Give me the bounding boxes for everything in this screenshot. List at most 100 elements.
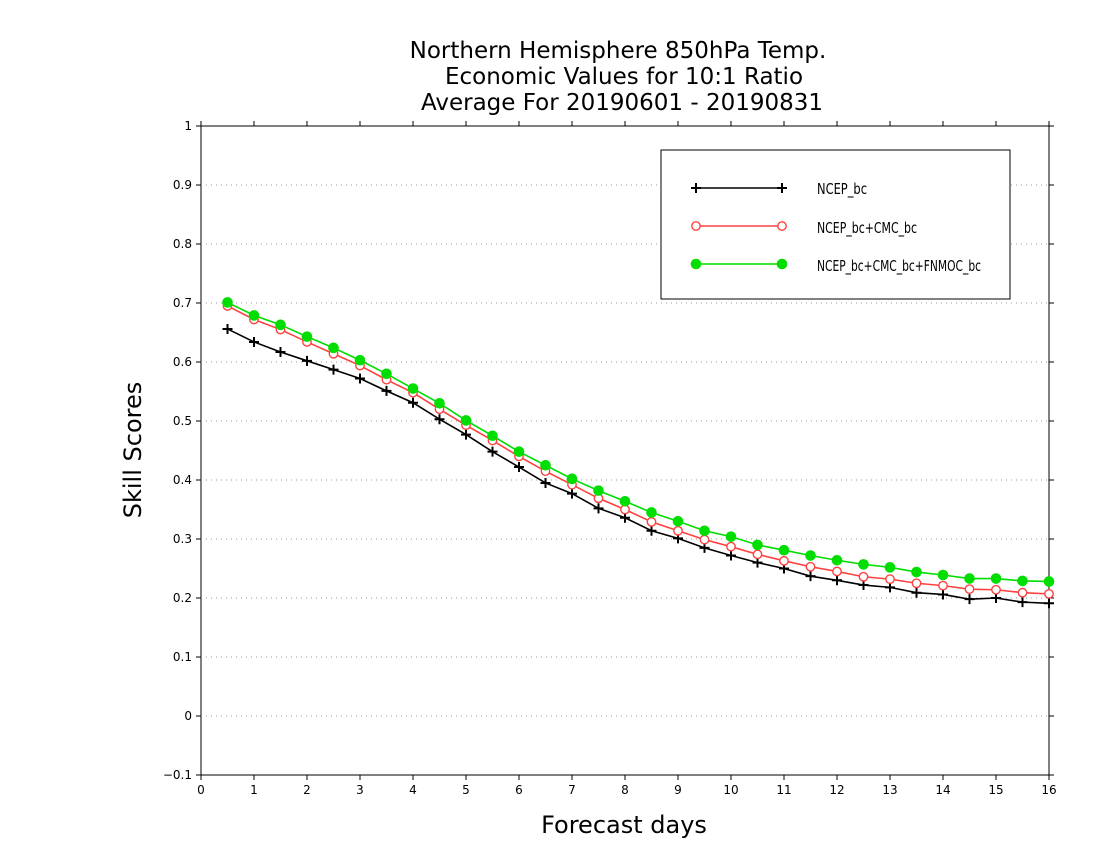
data-point bbox=[938, 589, 948, 600]
data-point bbox=[805, 571, 816, 582]
data-point bbox=[1044, 588, 1054, 599]
data-point bbox=[619, 495, 631, 507]
y-tick-label: 0.2 bbox=[173, 591, 192, 605]
data-point bbox=[938, 580, 948, 591]
x-tick-label: 10 bbox=[723, 783, 738, 797]
chart-title-line-1: Northern Hemisphere 850hPa Temp. bbox=[410, 38, 827, 64]
data-point bbox=[964, 573, 975, 584]
data-point bbox=[964, 584, 975, 595]
x-axis-title: Forecast days bbox=[541, 811, 707, 839]
data-point bbox=[699, 525, 710, 537]
data-point bbox=[593, 503, 604, 514]
data-point bbox=[832, 566, 842, 577]
data-point bbox=[1044, 598, 1054, 609]
data-point bbox=[911, 587, 922, 598]
data-point bbox=[620, 504, 630, 515]
x-tick-label: 16 bbox=[1041, 783, 1056, 797]
y-tick-label: 0.7 bbox=[173, 296, 192, 310]
legend-label-ncep-bc-cmc-bc-fnmoc-bc: NCEP_bc+CMC_bc+FNMOC_bc bbox=[817, 257, 981, 276]
x-tick-label: 14 bbox=[935, 783, 950, 797]
data-point bbox=[408, 397, 418, 408]
data-point bbox=[1017, 575, 1028, 587]
x-tick-label: 3 bbox=[356, 783, 364, 797]
x-tick-label: 6 bbox=[515, 783, 523, 797]
axes: 0 1 2 3 4 5 6 7 8 9 10 11 12 13 14 15 16 −0.100.10.20.30… bbox=[163, 119, 1057, 797]
series-line bbox=[227, 305, 1050, 595]
data-point bbox=[275, 319, 286, 331]
x-tick-label: 5 bbox=[462, 783, 470, 797]
data-point bbox=[1017, 587, 1028, 598]
legend: NCEP_bc NCEP_bc+CMC_bc NCEP_bc+CMC_bc+FN… bbox=[660, 149, 1011, 300]
legend-marker bbox=[777, 221, 787, 231]
x-tick-label: 0 bbox=[197, 783, 205, 797]
data-point bbox=[302, 355, 312, 366]
data-point bbox=[407, 383, 419, 394]
data-point bbox=[885, 582, 895, 593]
legend-item bbox=[691, 221, 787, 231]
data-point bbox=[991, 584, 1001, 595]
data-point bbox=[275, 346, 286, 357]
data-point bbox=[514, 462, 524, 473]
data-point bbox=[540, 459, 551, 471]
data-point bbox=[858, 580, 869, 591]
data-point bbox=[805, 550, 816, 561]
x-axis: 0 1 2 3 4 5 6 7 8 9 10 11 12 13 14 15 16 bbox=[197, 121, 1057, 797]
legend-marker bbox=[691, 221, 701, 231]
data-point bbox=[858, 571, 869, 582]
legend-marker bbox=[777, 183, 787, 193]
data-point bbox=[885, 574, 895, 585]
series-layer bbox=[222, 297, 1055, 609]
data-point bbox=[487, 446, 498, 457]
legend-marker bbox=[776, 258, 788, 270]
data-point bbox=[328, 342, 339, 354]
series-line bbox=[227, 328, 1050, 605]
x-tick-label: 7 bbox=[568, 783, 576, 797]
chart-title-line-2: Economic Values for 10:1 Ratio bbox=[445, 64, 803, 90]
legend-label-ncep-bc-cmc-bc: NCEP_bc+CMC_bc bbox=[817, 219, 917, 238]
x-tick-label: 13 bbox=[882, 783, 897, 797]
data-point bbox=[779, 555, 789, 566]
x-tick-label: 8 bbox=[621, 783, 629, 797]
data-point bbox=[248, 310, 260, 321]
data-point bbox=[328, 364, 339, 375]
data-point bbox=[937, 569, 949, 581]
x-tick-label: 1 bbox=[250, 783, 258, 797]
data-point bbox=[831, 554, 843, 566]
chart-title: Northern Hemisphere 850hPa Temp. Economi… bbox=[410, 38, 827, 116]
data-point bbox=[911, 566, 922, 578]
data-point bbox=[513, 446, 525, 457]
data-point bbox=[752, 549, 763, 560]
legend-item bbox=[690, 258, 788, 270]
data-point bbox=[1043, 576, 1055, 587]
y-tick-label: 1 bbox=[184, 119, 192, 133]
data-point bbox=[778, 544, 790, 556]
data-point bbox=[752, 539, 763, 551]
y-tick-label: 0.6 bbox=[173, 355, 192, 369]
data-point bbox=[355, 373, 365, 384]
data-point bbox=[222, 297, 233, 308]
legend-marker bbox=[691, 183, 701, 193]
data-point bbox=[1017, 597, 1028, 608]
legend-items bbox=[690, 183, 788, 270]
y-axis-title: Skill Scores bbox=[119, 382, 147, 519]
data-point bbox=[726, 550, 736, 561]
data-point bbox=[540, 477, 551, 488]
data-point bbox=[725, 531, 737, 542]
y-tick-label: −0.1 bbox=[163, 768, 192, 782]
data-point bbox=[222, 323, 233, 334]
x-tick-label: 2 bbox=[303, 783, 311, 797]
data-point bbox=[991, 593, 1001, 603]
data-point bbox=[460, 415, 472, 426]
data-point bbox=[805, 561, 816, 572]
y-tick-label: 0.1 bbox=[173, 650, 192, 664]
data-point bbox=[487, 430, 498, 442]
legend-marker bbox=[690, 258, 702, 270]
data-point bbox=[672, 516, 684, 527]
y-tick-label: 0.3 bbox=[173, 532, 192, 546]
data-point bbox=[858, 559, 869, 570]
y-tick-label: 0.4 bbox=[173, 473, 192, 487]
x-tick-label: 4 bbox=[409, 783, 417, 797]
data-point bbox=[726, 541, 736, 552]
data-point bbox=[434, 414, 445, 425]
data-point bbox=[620, 512, 630, 523]
